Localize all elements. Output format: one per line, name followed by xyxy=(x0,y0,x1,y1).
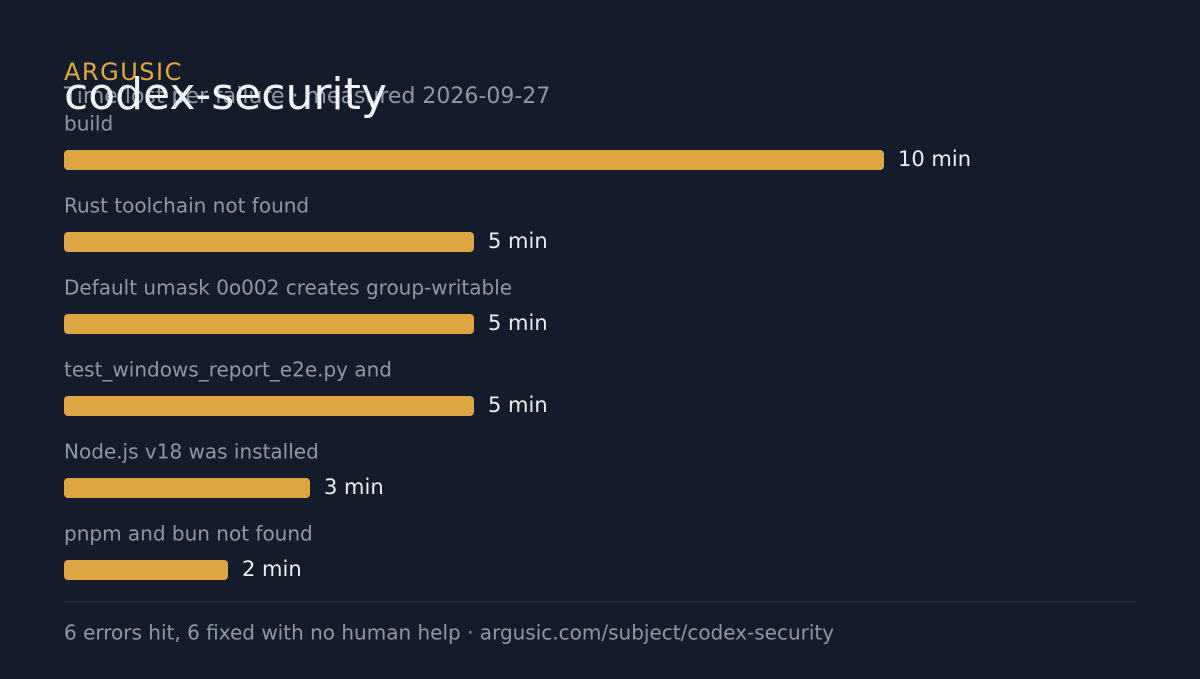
footer: 6 errors hit, 6 fixed with no human help… xyxy=(64,621,834,645)
category-label: Node.js v18 was installed xyxy=(64,440,319,464)
category-label: build xyxy=(64,112,113,136)
category-label: Default umask 0o002 creates group-writab… xyxy=(64,276,512,300)
bar xyxy=(64,396,474,416)
bar xyxy=(64,314,474,334)
value-label: 5 min xyxy=(488,229,548,253)
bar xyxy=(64,560,228,580)
category-label: pnpm and bun not found xyxy=(64,522,313,546)
chart-title: codex-security xyxy=(64,69,387,120)
value-label: 5 min xyxy=(488,311,548,335)
value-label: 5 min xyxy=(488,393,548,417)
value-label: 10 min xyxy=(898,147,971,171)
value-label: 2 min xyxy=(242,557,302,581)
chart-subtitle: Time lost per failure · measured 2026-09… xyxy=(63,84,550,109)
category-label: Rust toolchain not found xyxy=(64,194,309,218)
brand: ARGUSIC xyxy=(64,58,183,86)
bar xyxy=(64,478,310,498)
bar xyxy=(64,150,884,170)
bar xyxy=(64,232,474,252)
category-label: test_windows_report_e2e.py and xyxy=(64,358,392,382)
value-label: 3 min xyxy=(324,475,384,499)
